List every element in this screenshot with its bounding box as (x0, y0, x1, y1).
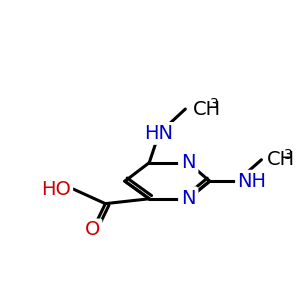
Text: N: N (181, 189, 196, 208)
Text: CH: CH (267, 150, 296, 169)
Text: CH: CH (193, 100, 221, 118)
Text: HN: HN (145, 124, 173, 143)
Text: O: O (85, 220, 100, 239)
Text: 3: 3 (284, 148, 292, 162)
Text: HO: HO (41, 179, 71, 199)
Text: N: N (181, 153, 196, 172)
Text: 3: 3 (210, 97, 218, 111)
Text: NH: NH (237, 172, 266, 191)
